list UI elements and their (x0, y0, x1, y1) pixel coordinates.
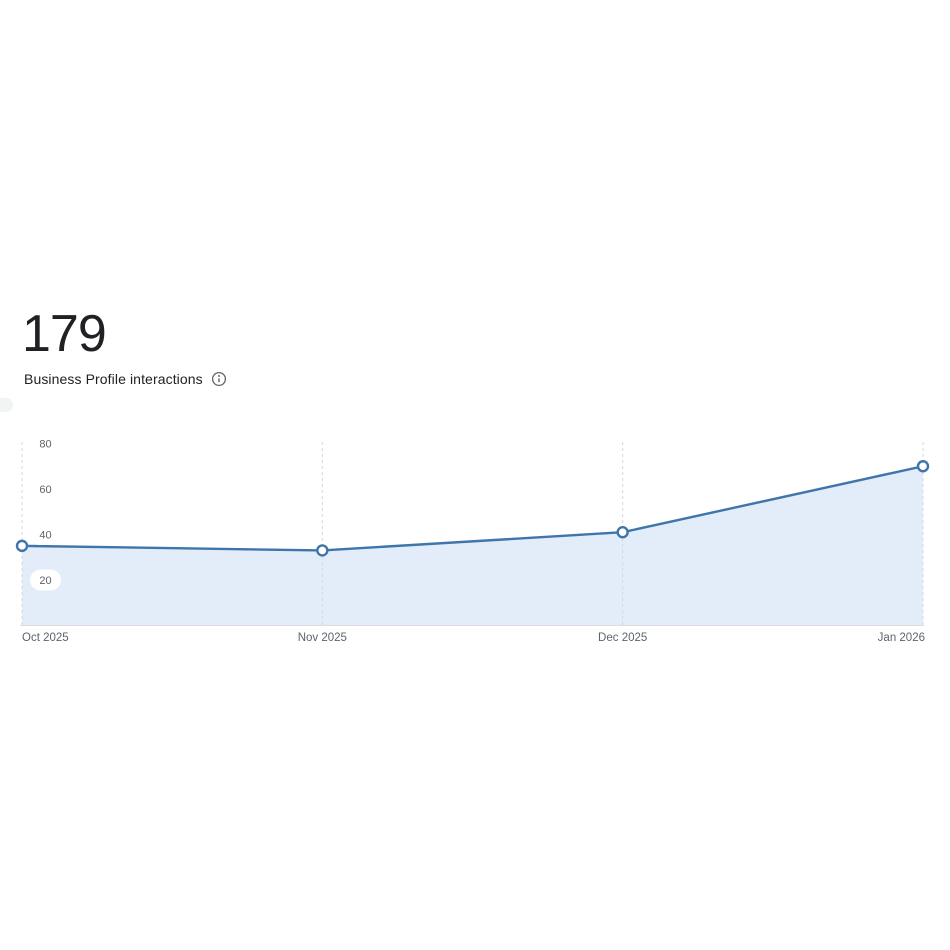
y-tick-label: 20 (39, 575, 51, 587)
interactions-chart: 20 40 60 80 Oct 2025 Nov 2025 Dec 2025 Jan 2026 (0, 430, 950, 650)
metric-subtitle: Business Profile interactions (24, 371, 203, 387)
x-tick-label: Dec 2025 (598, 632, 647, 644)
y-tick-pill (30, 478, 61, 500)
y-tick-label: 60 (39, 484, 51, 496)
y-tick-label: 40 (39, 530, 51, 542)
data-point-3[interactable] (916, 460, 930, 473)
y-tick-pill (30, 524, 61, 545)
trend-line (20, 465, 925, 552)
x-tick-label: Jan 2026 (878, 632, 925, 644)
area-fill (22, 466, 923, 626)
x-tick-label: Oct 2025 (22, 632, 69, 644)
data-point-1[interactable] (316, 544, 329, 557)
y-tick-pill (30, 433, 61, 454)
x-tick-label: Nov 2025 (298, 632, 347, 644)
metric-total: 179 (22, 305, 107, 363)
chart-svg: 20 40 60 80 Oct 2025 Nov 2025 Dec 2025 Jan 2026 (15, 433, 930, 644)
partial-element-left-edge (0, 398, 13, 412)
data-point-2[interactable] (616, 526, 629, 539)
metric-subtitle-row: Business Profile interactions (24, 371, 227, 387)
info-icon[interactable] (211, 371, 227, 387)
y-tick-pill (30, 569, 61, 591)
data-point-0[interactable] (15, 539, 29, 553)
y-tick-label: 80 (39, 439, 51, 451)
